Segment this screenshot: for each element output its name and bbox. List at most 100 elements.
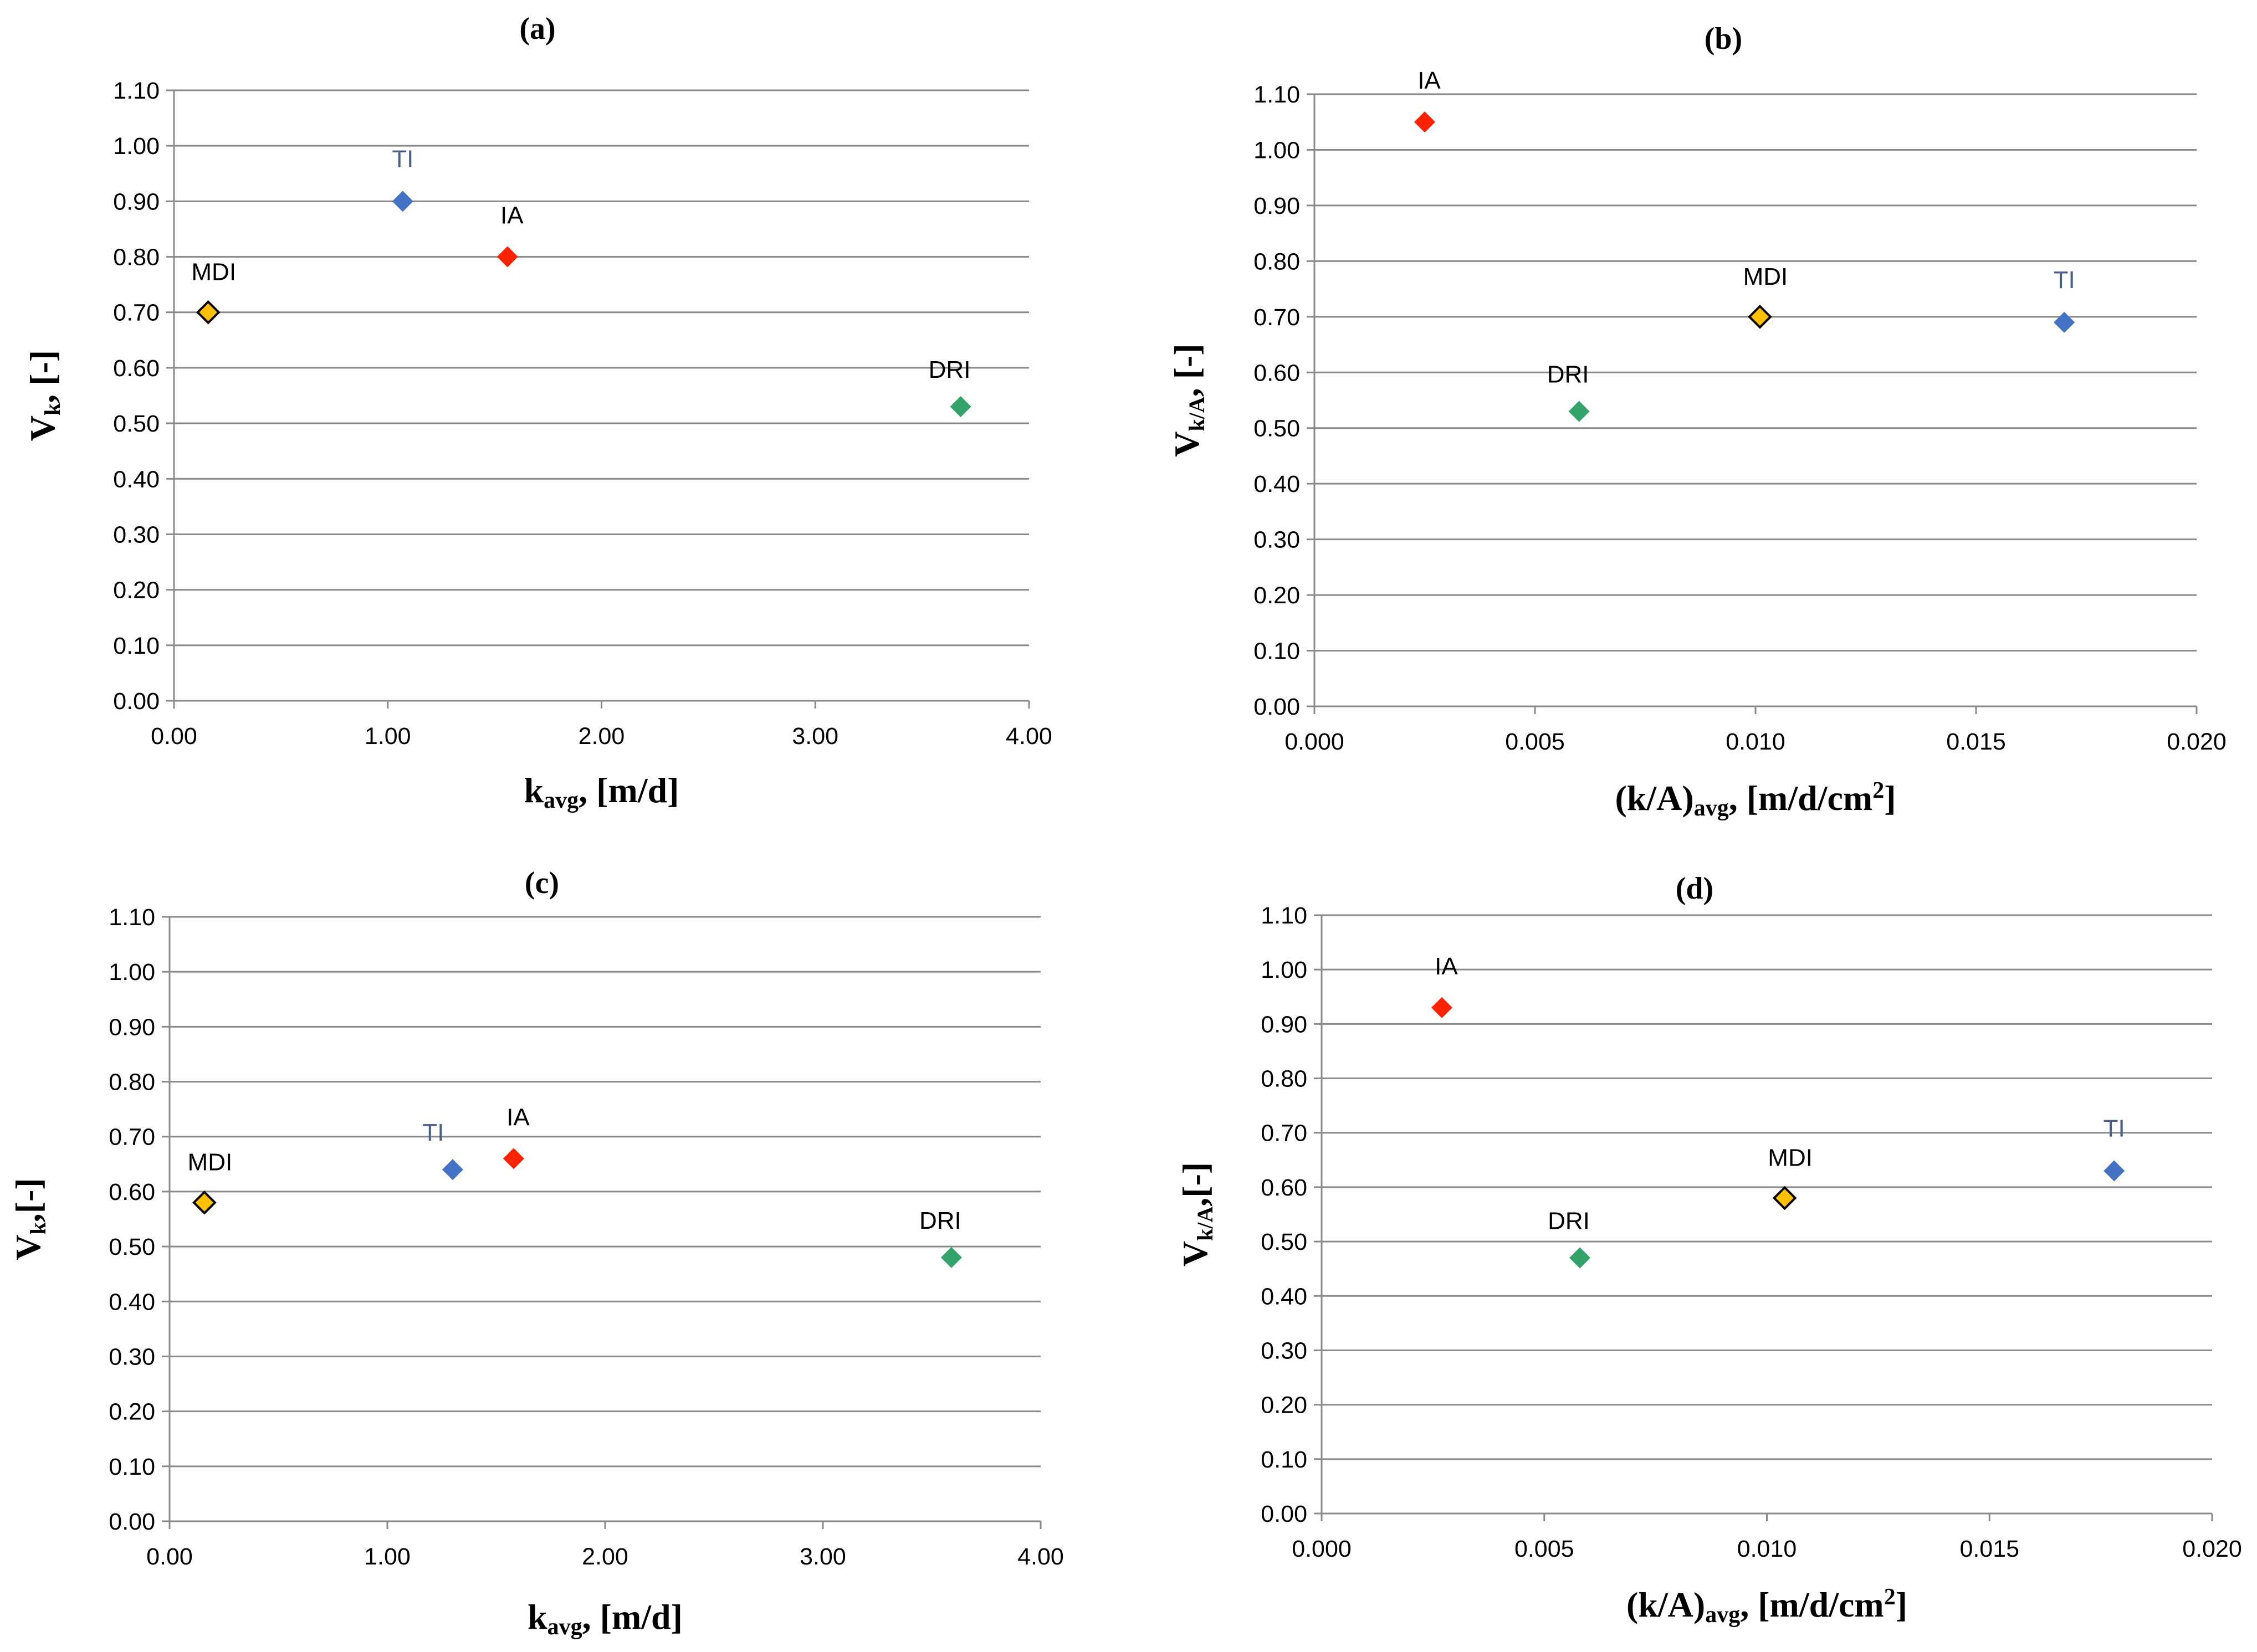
chart-panel-d: 0.00 0.10 0.20 0.30 0.40 0.50 0.60 0.70 0.80 0.90… <box>1175 871 2242 1628</box>
y-tick-label: 1.00 <box>113 133 160 160</box>
y-axis-label-sub: k/A <box>1193 1207 1217 1241</box>
y-tick-label: 1.00 <box>1261 957 1307 983</box>
x-tick-label: 3.00 <box>800 1543 846 1570</box>
y-tick-label: 0.40 <box>113 466 160 492</box>
x-tick-label: 0.000 <box>1284 728 1344 755</box>
y-tick-label: 0.70 <box>1261 1120 1307 1147</box>
data-point-mdi <box>1748 304 1772 329</box>
y-tick-label: 0.60 <box>113 355 160 382</box>
x-axis-label-sub: avg <box>544 788 579 813</box>
y-tick-label: 0.30 <box>1253 527 1300 553</box>
y-tick-label: 0.90 <box>1253 193 1300 219</box>
data-label-dri: DRI <box>919 1207 961 1234</box>
y-tick-label: 0.80 <box>1253 248 1300 275</box>
y-tick-label: 0.40 <box>1253 471 1300 497</box>
data-point-ti <box>2054 311 2075 333</box>
data-point-mdi <box>196 300 221 325</box>
x-tick-label: 4.00 <box>1006 723 1052 750</box>
data-point-dri <box>940 1246 962 1268</box>
y-axis-label-rest: , [-] <box>23 350 62 403</box>
y-tick-label: 0.60 <box>1261 1174 1307 1201</box>
y-axis-label-rest: , [-] <box>1167 343 1206 397</box>
chart-title: (b) <box>1705 22 1742 56</box>
data-label-dri: DRI <box>929 356 971 383</box>
data-point-ti <box>2104 1160 2125 1182</box>
y-tick-label: 0.00 <box>1253 694 1300 720</box>
data-label-ia: IA <box>1435 953 1458 980</box>
x-axis-label-sub: avg <box>547 1614 582 1640</box>
y-axis-label-rest: ,[-] <box>1175 1162 1215 1207</box>
data-label-ti: TI <box>2104 1115 2125 1142</box>
y-tick-label: 0.80 <box>1261 1066 1307 1092</box>
y-tick-label: 0.90 <box>1261 1011 1307 1038</box>
x-axis-label-sub: avg <box>1705 1602 1740 1628</box>
x-tick-label: 0.005 <box>1505 728 1565 755</box>
x-tick-label: 1.00 <box>364 1543 411 1570</box>
y-axis-label-sub: k <box>25 1222 50 1234</box>
x-tick-label: 0.005 <box>1514 1536 1574 1562</box>
y-tick-label: 0.90 <box>113 188 160 215</box>
chart-panel-a: 0.00 0.10 0.20 0.30 0.40 0.50 0.60 0.70 0.80 0.90… <box>23 12 1052 813</box>
y-axis-label-main: V <box>1167 431 1206 456</box>
y-axis-label-rest: ,[-] <box>8 1178 48 1222</box>
data-label-mdi: MDI <box>188 1149 233 1176</box>
y-tick-label: 0.90 <box>109 1014 155 1040</box>
data-point-mdi <box>192 1190 217 1215</box>
y-tick-label: 0.60 <box>1253 360 1300 386</box>
data-label-dri: DRI <box>1548 1208 1590 1235</box>
data-point-ti <box>392 191 413 212</box>
y-tick-label: 0.50 <box>109 1234 155 1260</box>
y-tick-label: 0.80 <box>109 1069 155 1096</box>
x-axis-label-rest: , [m/d/cm <box>1740 1585 1884 1624</box>
y-tick-label: 0.60 <box>109 1179 155 1205</box>
data-label-ia: IA <box>500 202 524 229</box>
y-axis-label: Vk, [-] <box>23 350 65 441</box>
data-point-ia <box>1414 111 1435 133</box>
x-tick-label: 0.00 <box>146 1543 193 1570</box>
x-tick-label: 0.020 <box>2167 728 2227 755</box>
y-tick-label: 0.50 <box>1261 1229 1307 1255</box>
y-axis-label-main: V <box>8 1234 48 1260</box>
x-axis-label: kavg, [m/d] <box>528 1597 683 1640</box>
x-axis-label-main: k <box>524 771 544 810</box>
chart-title: (a) <box>519 12 555 46</box>
y-tick-label: 0.70 <box>109 1124 155 1151</box>
x-axis-label-sub: avg <box>1694 796 1729 821</box>
data-label-mdi: MDI <box>1743 263 1788 290</box>
y-tick-label: 1.00 <box>1253 137 1300 163</box>
y-tick-label: 0.70 <box>1253 304 1300 331</box>
data-label-ti: TI <box>2054 266 2075 294</box>
y-tick-label: 0.50 <box>113 411 160 437</box>
data-point-mdi <box>1772 1186 1797 1210</box>
chart-title: (c) <box>525 866 559 900</box>
y-tick-label: 0.70 <box>113 300 160 326</box>
chart-title: (d) <box>1676 871 1713 906</box>
data-point-ti <box>442 1159 463 1181</box>
x-axis-label: kavg, [m/d] <box>524 771 679 813</box>
data-label-ia: IA <box>506 1104 530 1131</box>
data-point-ia <box>497 246 518 268</box>
x-axis-label-sup: 2 <box>1872 778 1884 803</box>
y-tick-label: 0.20 <box>113 577 160 604</box>
x-axis-label-end: ] <box>1884 778 1896 818</box>
y-tick-label: 0.10 <box>1253 638 1300 665</box>
y-tick-label: 0.80 <box>113 244 160 271</box>
y-tick-label: 0.40 <box>1261 1283 1307 1310</box>
y-axis-label-sub: k/A <box>1184 397 1209 431</box>
x-axis-label: (k/A)avg, [m/d/cm2] <box>1615 778 1896 821</box>
y-tick-label: 1.10 <box>1261 902 1307 929</box>
data-label-mdi: MDI <box>1768 1145 1813 1172</box>
data-label-dri: DRI <box>1547 361 1589 388</box>
x-axis-label-end: ] <box>1896 1585 1907 1624</box>
data-label-ti: TI <box>392 145 413 172</box>
y-axis-label-main: V <box>1175 1241 1215 1266</box>
x-tick-label: 0.00 <box>151 723 197 750</box>
x-tick-label: 0.015 <box>1959 1536 2019 1562</box>
x-tick-label: 4.00 <box>1017 1543 1064 1570</box>
x-axis-label-rest: , [m/d] <box>582 1597 683 1636</box>
y-axis-label: Vk/A, [-] <box>1167 343 1209 456</box>
data-label-ti: TI <box>422 1119 444 1146</box>
x-tick-label: 1.00 <box>365 723 411 750</box>
x-axis-label-main: (k/A) <box>1615 778 1693 818</box>
